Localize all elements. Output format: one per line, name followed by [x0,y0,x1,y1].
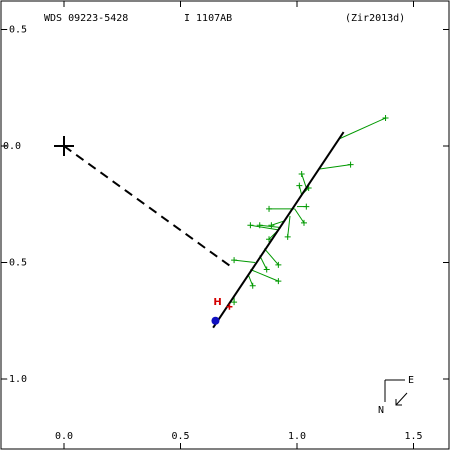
residual-line [250,224,279,231]
observation-point [275,261,282,268]
observation-residuals [231,115,389,306]
observation-point [268,222,275,229]
observation-point [382,115,389,122]
observation-point [275,278,282,285]
orbit-elements: H [54,131,345,329]
wds-identifier: WDS 09223-5428 [44,13,128,24]
x-tick-label: 1.0 [288,431,306,442]
residual-line [287,215,291,237]
y-tick-label: -0.5 [3,25,27,36]
compass-east-label: E [408,375,414,386]
observation-point [300,219,307,226]
compass: N E [378,375,414,416]
observation-point [347,161,354,168]
observation-point [266,205,273,212]
residual-line [338,117,386,140]
x-tick-label: 1.5 [404,431,422,442]
orbit-reference: (Zir2013d) [345,13,405,24]
x-tick-label: 0.5 [171,431,189,442]
hipparcos-point [226,303,233,310]
motion-arrow-head [395,399,402,406]
observation-point [263,266,270,273]
compass-north-label: N [378,405,384,416]
observation-point [284,233,291,240]
motion-arrow-shaft [395,392,408,406]
current-position-dot [211,316,220,325]
y-tick-label: -1.0 [3,374,27,385]
residual-line [234,259,256,263]
x-tick-label: 0.0 [55,431,73,442]
discoverer-designation: I 1107AB [184,13,232,24]
observation-point [231,299,238,306]
observation-point [296,182,303,189]
orbit-track [212,131,345,329]
residual-line [259,224,281,229]
residual-line [301,173,307,189]
observation-point [249,282,256,289]
y-tick-label: 0.0 [3,141,21,152]
residual-line [264,248,279,266]
observation-point [231,257,238,264]
primary-star-marker [54,136,74,156]
primary-connector-dashed [63,145,233,268]
observation-point [247,222,254,229]
observation-point [298,170,305,177]
residual-line [294,208,305,224]
residual-line [250,269,279,282]
residual-line [247,273,254,286]
observation-point [303,203,310,210]
residual-line [317,164,351,170]
hipparcos-label: H [213,297,221,308]
y-tick-label: -0.5 [3,258,27,269]
